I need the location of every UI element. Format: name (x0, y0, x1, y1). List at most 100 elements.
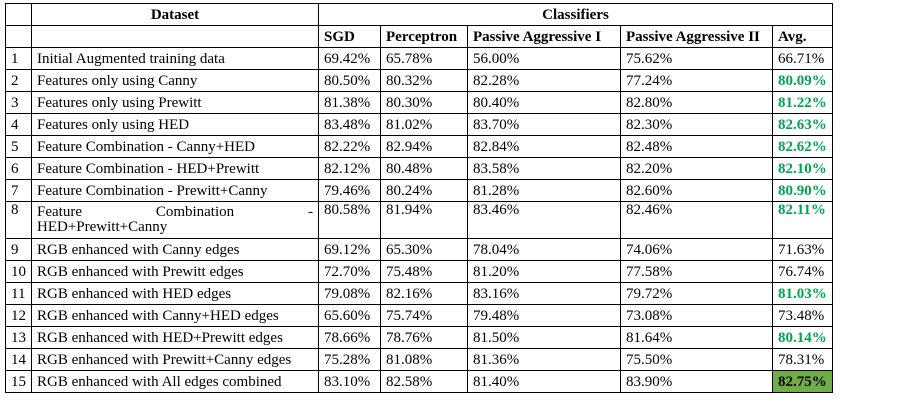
cell-pa1: 81.20% (467, 260, 621, 283)
cell-pa1: 83.70% (467, 113, 621, 136)
cell-sgd: 79.08% (318, 282, 381, 305)
cell-avg-highlight: 81.22% (772, 91, 833, 114)
dataset-word: Feature (37, 204, 82, 220)
table-row: 10 RGB enhanced with Prewitt edges 72.70… (5, 260, 833, 283)
header-pa1: Passive Aggressive I (467, 25, 621, 48)
cell-pa1: 78.04% (467, 238, 621, 261)
cell-perceptron: 82.16% (380, 282, 468, 305)
cell-avg-highlight: 82.11% (772, 201, 833, 239)
row-dataset: Features only using Prewitt (31, 91, 319, 114)
table-row: 1 Initial Augmented training data 69.42%… (5, 47, 833, 70)
cell-sgd: 79.46% (318, 179, 381, 202)
cell-avg-highlight: 82.63% (772, 113, 833, 136)
cell-pa1: 83.58% (467, 157, 621, 180)
dataset-line-1: Feature Combination - (37, 205, 313, 220)
header-dataset: Dataset (31, 3, 319, 26)
cell-pa2: 82.46% (620, 201, 773, 239)
cell-perceptron: 65.78% (380, 47, 468, 70)
header-sgd: SGD (318, 25, 381, 48)
cell-pa2: 74.06% (620, 238, 773, 261)
row-number: 3 (5, 91, 32, 114)
table-row: 13 RGB enhanced with HED+Prewitt edges 7… (5, 326, 833, 349)
row-number: 5 (5, 135, 32, 158)
cell-perceptron: 81.94% (380, 201, 468, 239)
row-number: 8 (5, 201, 32, 239)
cell-sgd: 83.48% (318, 113, 381, 136)
header-avg: Avg. (772, 25, 833, 48)
cell-pa1: 81.50% (467, 326, 621, 349)
dataset-word: Combination (155, 204, 235, 220)
cell-pa2: 82.30% (620, 113, 773, 136)
table-row: 4 Features only using HED 83.48% 81.02% … (5, 113, 833, 136)
row-number: 7 (5, 179, 32, 202)
table-row: 2 Features only using Canny 80.50% 80.32… (5, 69, 833, 92)
cell-pa2: 75.50% (620, 348, 773, 371)
cell-perceptron: 78.76% (380, 326, 468, 349)
row-number: 15 (5, 370, 32, 393)
row-dataset: Feature Combination - HED+Prewitt+Canny (31, 201, 319, 239)
row-dataset: RGB enhanced with All edges combined (31, 370, 319, 393)
cell-pa2: 79.72% (620, 282, 773, 305)
cell-avg: 71.63% (772, 238, 833, 261)
row-number: 13 (5, 326, 32, 349)
cell-perceptron: 82.58% (380, 370, 468, 393)
header-row-2: SGD Perceptron Passive Aggressive I Pass… (5, 25, 833, 48)
row-dataset: Features only using HED (31, 113, 319, 136)
row-dataset: Initial Augmented training data (31, 47, 319, 70)
cell-sgd: 69.12% (318, 238, 381, 261)
row-number: 9 (5, 238, 32, 261)
cell-avg-highlight: 81.03% (772, 282, 833, 305)
cell-pa1: 83.46% (467, 201, 621, 239)
cell-perceptron: 82.94% (380, 135, 468, 158)
cell-avg: 78.31% (772, 348, 833, 371)
row-dataset: Feature Combination - HED+Prewitt (31, 157, 319, 180)
header-classifiers: Classifiers (318, 3, 833, 26)
cell-sgd: 81.38% (318, 91, 381, 114)
cell-avg-highlight: 80.90% (772, 179, 833, 202)
cell-avg-highlight: 80.14% (772, 326, 833, 349)
cell-pa1: 82.84% (467, 135, 621, 158)
cell-pa1: 80.40% (467, 91, 621, 114)
cell-sgd: 69.42% (318, 47, 381, 70)
cell-pa1: 83.16% (467, 282, 621, 305)
table-row: 11 RGB enhanced with HED edges 79.08% 82… (5, 282, 833, 305)
header-blank-dataset (31, 25, 319, 48)
cell-pa1: 56.00% (467, 47, 621, 70)
row-dataset: Features only using Canny (31, 69, 319, 92)
cell-perceptron: 81.08% (380, 348, 468, 371)
header-perceptron: Perceptron (380, 25, 468, 48)
cell-pa1: 81.40% (467, 370, 621, 393)
cell-avg: 73.48% (772, 304, 833, 327)
row-number: 11 (5, 282, 32, 305)
cell-sgd: 82.12% (318, 157, 381, 180)
row-number: 1 (5, 47, 32, 70)
row-number: 10 (5, 260, 32, 283)
table-row: 9 RGB enhanced with Canny edges 69.12% 6… (5, 238, 833, 261)
cell-sgd: 80.58% (318, 201, 381, 239)
row-dataset: RGB enhanced with HED edges (31, 282, 319, 305)
row-dataset: RGB enhanced with HED+Prewitt edges (31, 326, 319, 349)
cell-pa2: 77.58% (620, 260, 773, 283)
results-table: Dataset Classifiers SGD Perceptron Passi… (5, 3, 833, 393)
cell-perceptron: 80.30% (380, 91, 468, 114)
row-number: 6 (5, 157, 32, 180)
cell-sgd: 65.60% (318, 304, 381, 327)
dataset-word: - (307, 204, 313, 220)
cell-avg: 76.74% (772, 260, 833, 283)
cell-perceptron: 81.02% (380, 113, 468, 136)
cell-perceptron: 80.24% (380, 179, 468, 202)
row-dataset: Feature Combination - Canny+HED (31, 135, 319, 158)
header-pa2: Passive Aggressive II (620, 25, 773, 48)
table-row: 7 Feature Combination - Prewitt+Canny 79… (5, 179, 833, 202)
cell-avg-top-highlight: 82.75% (772, 370, 833, 393)
header-number-blank (5, 3, 32, 26)
cell-perceptron: 80.32% (380, 69, 468, 92)
row-number: 12 (5, 304, 32, 327)
cell-perceptron: 65.30% (380, 238, 468, 261)
cell-pa1: 82.28% (467, 69, 621, 92)
cell-perceptron: 75.48% (380, 260, 468, 283)
cell-sgd: 83.10% (318, 370, 381, 393)
cell-pa2: 82.48% (620, 135, 773, 158)
table-row: 5 Feature Combination - Canny+HED 82.22%… (5, 135, 833, 158)
cell-sgd: 75.28% (318, 348, 381, 371)
